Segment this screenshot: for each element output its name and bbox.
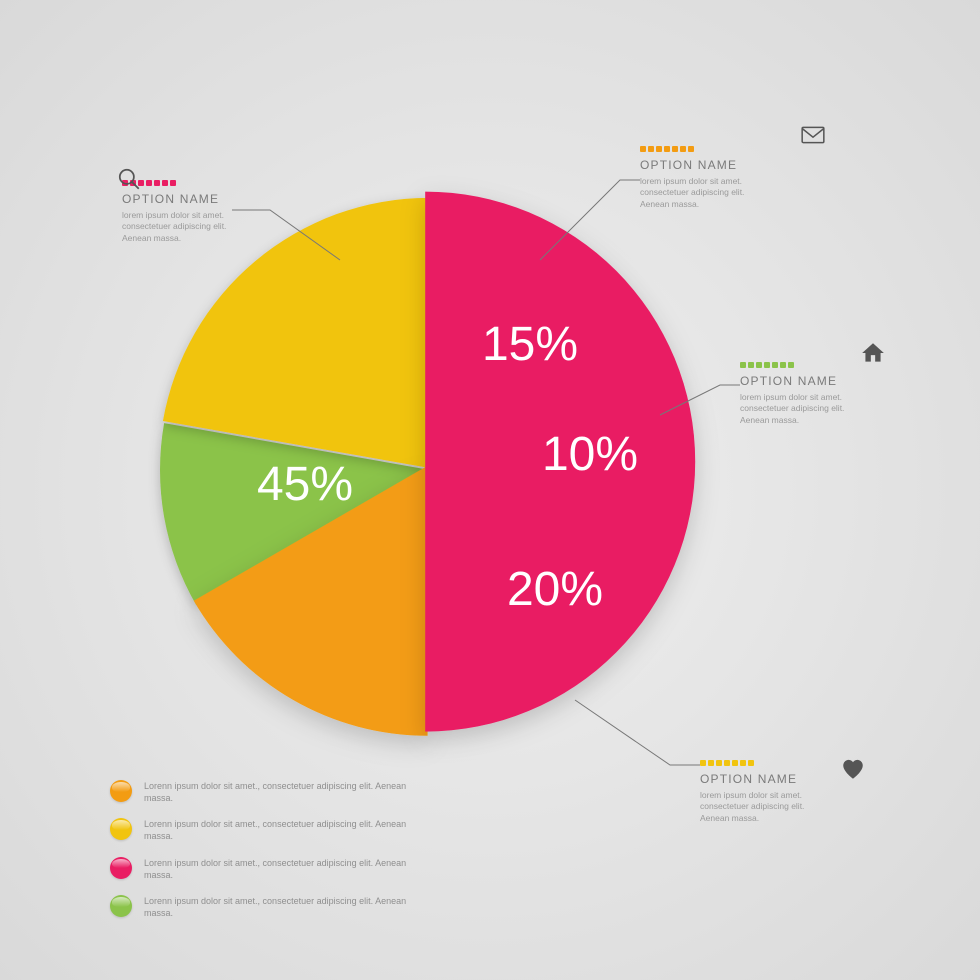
leader-line-yellow [575,700,700,765]
callout-pink: OPTION NAME lorem ipsum dolor sit amet. c… [122,180,322,244]
legend-swatch [110,895,132,917]
callout-desc: lorem ipsum dolor sit amet. consectetuer… [700,790,900,824]
pie-label-yellow: 20% [507,563,603,616]
callout-title: OPTION NAME [640,158,840,172]
home-icon [860,340,886,371]
heart-icon [840,756,866,787]
legend-text: Lorenn ipsum dolor sit amet., consectetu… [144,818,410,842]
pie-label-orange: 15% [482,318,578,371]
callout-desc: lorem ipsum dolor sit amet. consectetuer… [740,392,940,426]
callout-yellow: OPTION NAME lorem ipsum dolor sit amet. c… [700,760,900,824]
legend-row: Lorenn ipsum dolor sit amet., consectetu… [110,818,410,842]
legend-text: Lorenn ipsum dolor sit amet., consectetu… [144,857,410,881]
legend-swatch [110,780,132,802]
callout-desc: lorem ipsum dolor sit amet. consectetuer… [122,210,322,244]
search-icon [116,166,142,197]
callout-title: OPTION NAME [700,772,900,786]
callout-desc: lorem ipsum dolor sit amet. consectetuer… [640,176,840,210]
legend-swatch [110,818,132,840]
pie-label-pink: 45% [257,458,353,511]
pie-label-green: 10% [542,428,638,481]
pie-chart: 45% 15% 10% 20% [160,192,695,736]
accent-dots [700,760,900,766]
callout-title: OPTION NAME [740,374,940,388]
callout-orange: OPTION NAME lorem ipsum dolor sit amet. c… [640,146,840,210]
envelope-icon [800,122,826,153]
legend-text: Lorenn ipsum dolor sit amet., consectetu… [144,780,410,804]
legend-text: Lorenn ipsum dolor sit amet., consectetu… [144,895,410,919]
legend: Lorenn ipsum dolor sit amet., consectetu… [110,780,410,933]
accent-dots [122,180,322,186]
legend-row: Lorenn ipsum dolor sit amet., consectetu… [110,895,410,919]
legend-row: Lorenn ipsum dolor sit amet., consectetu… [110,857,410,881]
callout-title: OPTION NAME [122,192,322,206]
accent-dots [740,362,940,368]
legend-swatch [110,857,132,879]
callout-green: OPTION NAME lorem ipsum dolor sit amet. c… [740,362,940,426]
legend-row: Lorenn ipsum dolor sit amet., consectetu… [110,780,410,804]
